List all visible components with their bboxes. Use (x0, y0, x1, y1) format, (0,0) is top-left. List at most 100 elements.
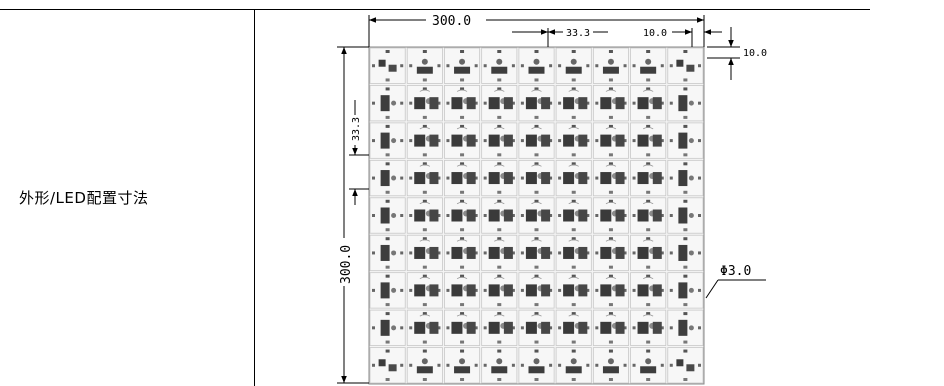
margin-y-dim-text: 10.0 (743, 48, 767, 59)
pad-right (586, 214, 590, 217)
led-chip (454, 366, 471, 374)
led-chip (454, 66, 471, 74)
led-chip (600, 134, 612, 147)
led-dot (421, 58, 428, 65)
pad-top (608, 162, 613, 166)
pad-bottom (460, 340, 465, 344)
pad-top (683, 124, 688, 128)
pitch-x-dim-text: 33.3 (566, 28, 590, 39)
led-chip (637, 97, 649, 110)
trace (531, 164, 542, 167)
pad-left (409, 251, 413, 255)
pad-left (632, 176, 636, 180)
pad-bottom (422, 78, 427, 82)
table-column-divider (254, 9, 255, 386)
pad-left (669, 139, 673, 143)
pad-right (549, 139, 553, 143)
led-chip (615, 134, 625, 147)
pad-right (474, 326, 478, 330)
trace (456, 164, 468, 167)
pad-right (586, 288, 590, 292)
pad-right (623, 251, 627, 255)
pad-right (511, 251, 515, 255)
trace (456, 89, 468, 92)
pad-bottom (497, 153, 502, 157)
pad-right (437, 288, 441, 292)
pad-right (511, 214, 515, 217)
led-chip (466, 172, 476, 185)
pad-bottom (497, 340, 502, 344)
board-cell (369, 47, 406, 84)
led-chip (578, 209, 588, 222)
led-chip (378, 359, 386, 367)
pad-bottom (608, 115, 613, 119)
pad-bottom (571, 265, 576, 269)
pad-bottom (608, 378, 613, 381)
pad-bottom (608, 265, 613, 269)
led-chip (525, 172, 537, 185)
led-chip (414, 172, 426, 185)
pad-bottom (646, 228, 651, 232)
pad-left (372, 251, 375, 255)
led-chip (678, 244, 688, 261)
pad-top (683, 274, 688, 278)
led-grid (369, 47, 704, 384)
pad-top (646, 124, 651, 128)
led-chip (541, 246, 551, 259)
pad-right (698, 214, 701, 217)
led-dot (688, 287, 694, 293)
pad-top (646, 274, 651, 278)
led-chip (429, 134, 439, 147)
pad-bottom (460, 228, 465, 232)
led-chip (600, 321, 612, 334)
led-chip (640, 366, 657, 374)
pad-top (534, 199, 539, 203)
pad-left (520, 176, 524, 180)
trace (494, 276, 505, 280)
led-chip (565, 66, 582, 74)
pad-top (422, 124, 427, 128)
pad-bottom (422, 265, 427, 269)
pad-top (385, 312, 390, 316)
pad-top (534, 349, 539, 353)
pad-top (608, 312, 613, 316)
pad-bottom (571, 303, 576, 307)
pad-top (683, 237, 688, 241)
pad-top (460, 124, 465, 128)
pad-bottom (608, 340, 613, 344)
pad-bottom (683, 153, 688, 157)
pad-right (586, 326, 590, 330)
led-chip (451, 172, 463, 185)
pad-left (595, 139, 599, 143)
pad-left (632, 326, 636, 330)
pad-right (623, 101, 627, 105)
led-chip (678, 282, 688, 299)
led-chip (600, 172, 612, 185)
pad-top (460, 199, 465, 203)
pad-bottom (497, 228, 502, 232)
led-chip (466, 134, 476, 147)
margin-x-dim-text: 10.0 (643, 28, 667, 39)
pad-right (474, 214, 478, 217)
board-cell (667, 47, 704, 84)
led-chip (652, 321, 662, 334)
board-cell (667, 347, 704, 384)
pad-bottom (422, 190, 427, 194)
pad-right (698, 326, 701, 330)
trace (531, 314, 542, 317)
led-dot (459, 358, 466, 365)
pad-left (595, 176, 599, 180)
pad-left (409, 176, 413, 180)
led-chip (429, 284, 439, 297)
led-chip (414, 246, 426, 259)
trace (531, 89, 542, 92)
pad-right (623, 176, 627, 180)
pad-left (520, 251, 524, 255)
trace (419, 314, 431, 317)
pad-left (446, 176, 450, 180)
trace (456, 239, 468, 242)
led-chip (488, 321, 500, 334)
pad-top (497, 312, 502, 316)
trace (531, 239, 542, 242)
led-chip (503, 134, 513, 147)
